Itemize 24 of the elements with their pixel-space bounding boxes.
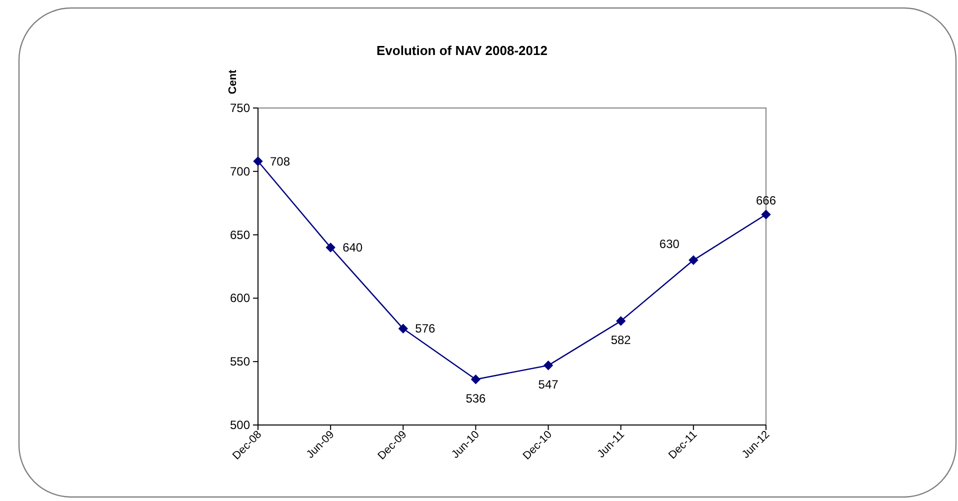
y-tick-label: 650 xyxy=(230,228,250,242)
point xyxy=(761,210,771,220)
data-label: 547 xyxy=(538,377,559,392)
point xyxy=(470,374,481,384)
data-label: 576 xyxy=(415,322,436,336)
point xyxy=(616,316,626,326)
y-tick-label: 500 xyxy=(230,418,250,432)
y-tick-label: 550 xyxy=(230,354,250,369)
point xyxy=(398,324,408,334)
y-tick-label: 600 xyxy=(230,291,250,306)
data-label: 582 xyxy=(610,333,632,348)
y-axis-title: Cent xyxy=(227,69,239,94)
chart-title: Evolution of NAV 2008-2012 xyxy=(376,43,548,58)
data-label: 666 xyxy=(756,194,776,208)
data-label: 708 xyxy=(270,154,290,168)
point xyxy=(326,242,336,252)
point xyxy=(253,156,263,166)
y-tick-label: 750 xyxy=(230,101,250,115)
data-label: 630 xyxy=(659,237,680,252)
y-tick-label: 700 xyxy=(230,164,250,178)
data-label: 536 xyxy=(466,391,486,406)
point xyxy=(688,255,698,266)
data-label: 640 xyxy=(342,240,363,254)
point xyxy=(543,360,554,370)
